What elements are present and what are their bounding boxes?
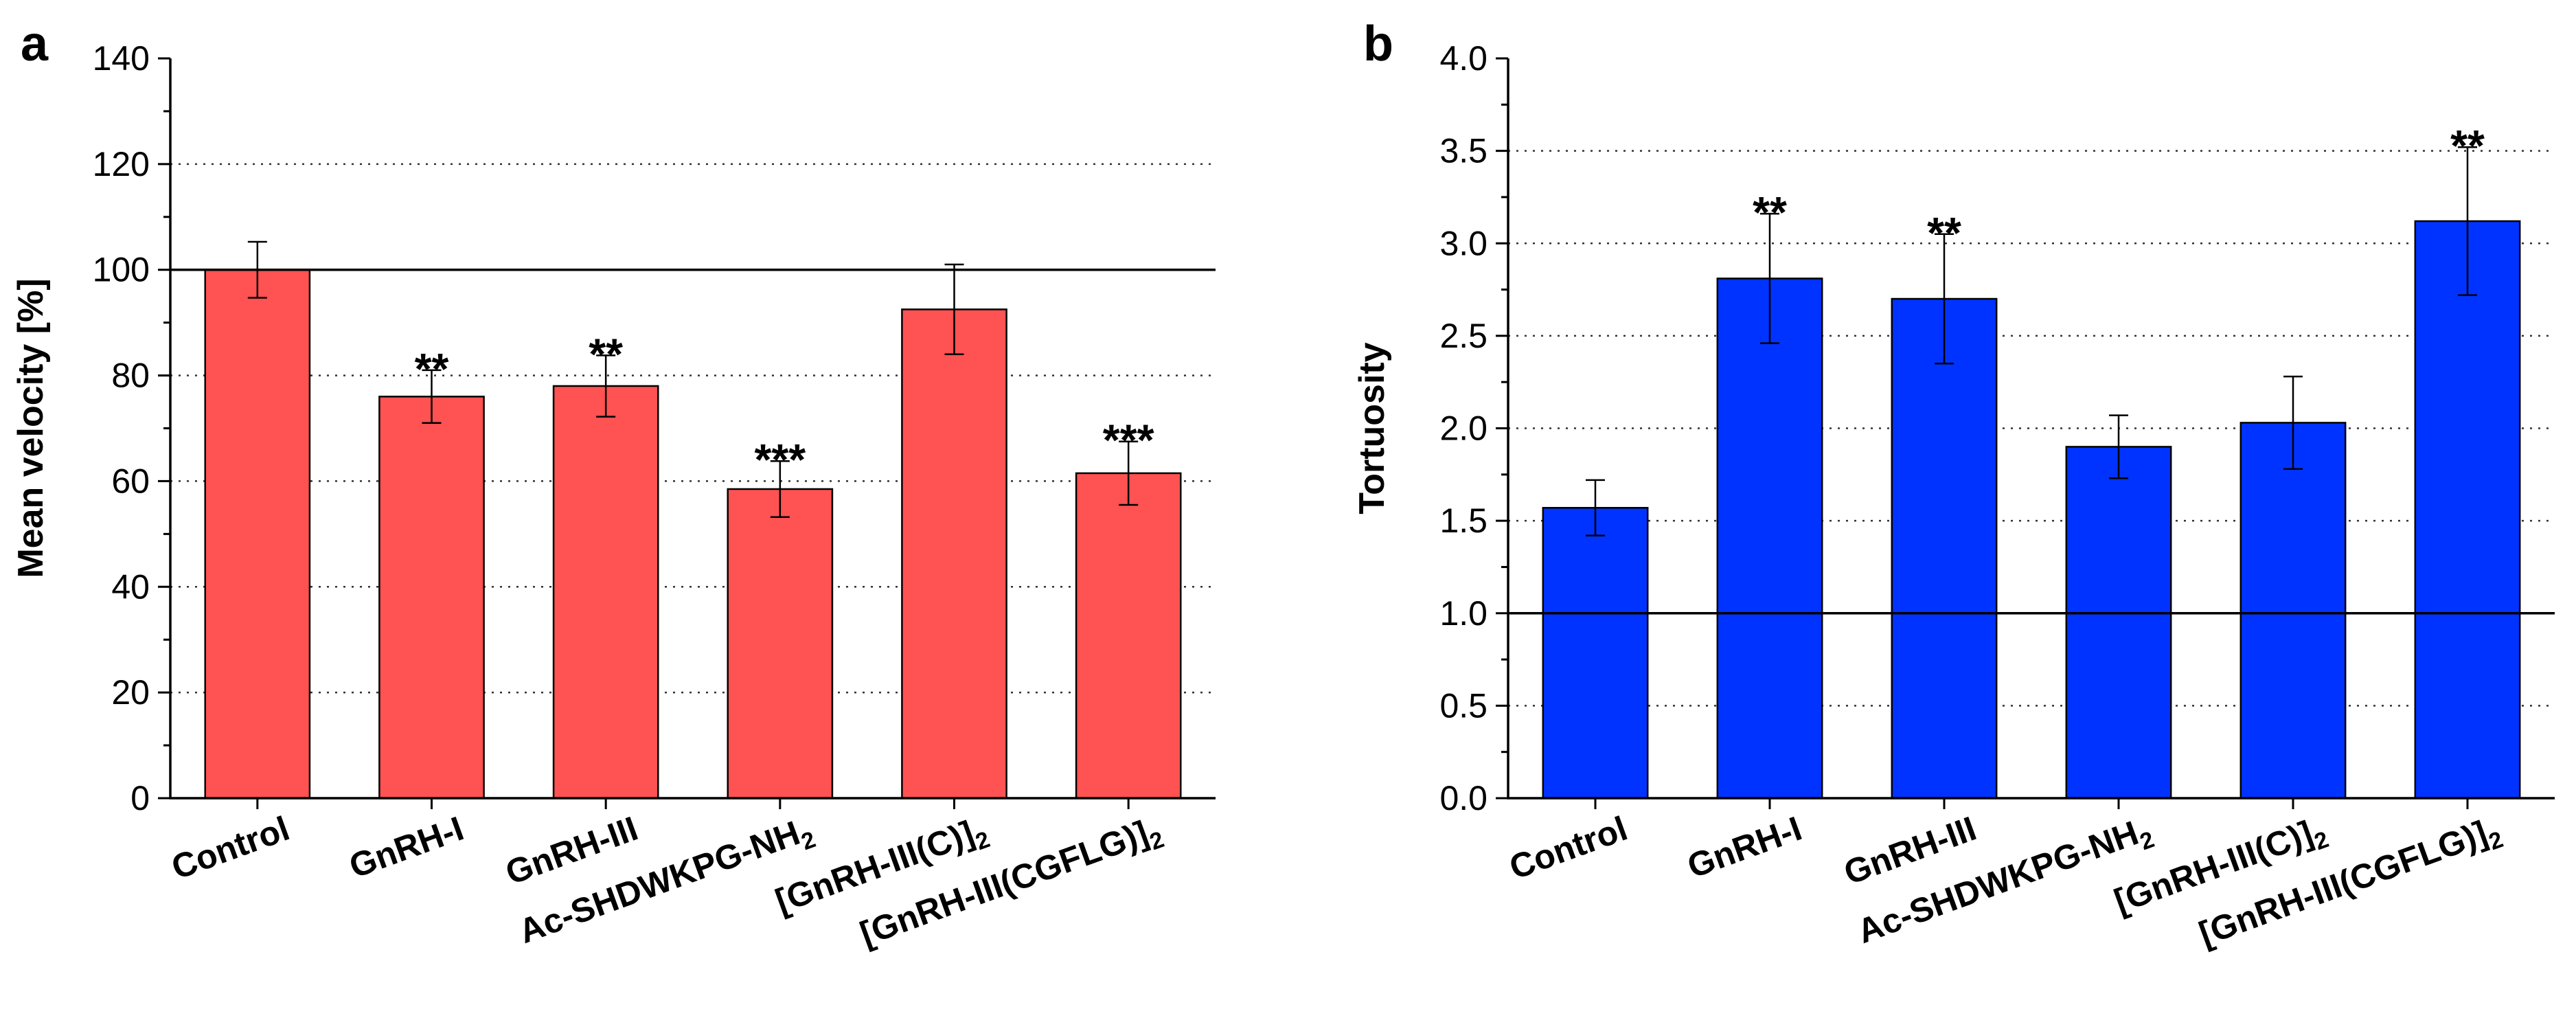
- significance-label: **: [1927, 208, 1961, 258]
- significance-label: ***: [754, 435, 806, 484]
- y-tick-label: 0.0: [1439, 779, 1488, 817]
- bar: [1891, 297, 1998, 800]
- x-tick-label-subscript: 2: [2311, 826, 2332, 855]
- y-tick-label: 4.0: [1439, 39, 1488, 78]
- y-axis-title: Mean velocity [%]: [11, 278, 51, 578]
- x-tick-label: Ac-SHDWKPG-NH2: [514, 809, 819, 957]
- x-tick-label-main: GnRH-I: [344, 809, 468, 886]
- x-tick-label-main: Ac-SHDWKPG-NH: [1852, 813, 2143, 951]
- y-tick-label: 1.5: [1439, 501, 1488, 540]
- x-tick-label-main: [GnRH-III(CGFLG)]: [855, 813, 1153, 953]
- y-tick-label: 2.5: [1439, 317, 1488, 355]
- y-tick-label: 1.0: [1439, 594, 1488, 633]
- significance-label: **: [415, 344, 449, 394]
- x-tick-label-subscript: 2: [798, 826, 819, 855]
- x-tick-label: GnRH-I: [344, 809, 468, 886]
- x-tick-label-main: GnRH-I: [1683, 809, 1807, 886]
- panel-b: b ** ** ** 0.0 0.5 1.0 1.5 2.0 2.5 3.0 3.5 4.0 Contr…: [1352, 16, 2555, 960]
- x-tick-label-main: [GnRH-III(CGFLG)]: [2194, 813, 2492, 953]
- bar: [1075, 472, 1182, 800]
- x-tick-label: GnRH-I: [1683, 809, 1807, 886]
- significance-label: ***: [1103, 416, 1154, 465]
- panel-letter-b: b: [1363, 16, 1393, 71]
- x-tick-label-subscript: 2: [2136, 826, 2158, 855]
- y-tick-label: 120: [93, 145, 150, 183]
- bar: [378, 396, 485, 800]
- x-tick-label: Control: [1505, 809, 1632, 887]
- x-tick-label-main: Control: [166, 809, 294, 887]
- bar: [1716, 278, 1823, 800]
- x-tick-label-main: Control: [1505, 809, 1632, 887]
- x-tick-label-subscript: 2: [1146, 826, 1167, 855]
- bar: [204, 269, 311, 800]
- x-tick-label: [GnRH-III(CGFLG)]2: [855, 809, 1167, 960]
- x-tick-label-subscript: 2: [2485, 826, 2507, 855]
- bar: [727, 488, 834, 800]
- y-tick-label: 40: [111, 567, 150, 606]
- x-tick-label: [GnRH-III(CGFLG)]2: [2194, 809, 2507, 960]
- y-tick-label: 0: [130, 779, 150, 817]
- bar: [2239, 422, 2347, 800]
- x-tick-label-main: Ac-SHDWKPG-NH: [514, 813, 805, 951]
- y-axis-title: Tortuosity: [1352, 342, 1392, 514]
- y-tick-label: 2.0: [1439, 409, 1488, 448]
- x-tick-label: Control: [166, 809, 294, 887]
- bar: [1542, 507, 1649, 800]
- significance-label: **: [1753, 188, 1787, 237]
- y-tick-label: 100: [93, 251, 150, 289]
- x-tick-label-subscript: 2: [972, 826, 994, 855]
- y-tick-label: 3.0: [1439, 224, 1488, 262]
- y-tick-label: 20: [111, 673, 150, 712]
- bar: [901, 308, 1007, 800]
- bar: [2065, 446, 2172, 800]
- bar: [552, 385, 659, 800]
- y-tick-label: 0.5: [1439, 686, 1488, 725]
- y-tick-label: 140: [93, 39, 150, 78]
- x-tick-label: Ac-SHDWKPG-NH2: [1852, 809, 2158, 957]
- y-tick-label: 3.5: [1439, 132, 1488, 170]
- y-tick-label: 80: [111, 357, 150, 395]
- significance-label: **: [2450, 121, 2485, 170]
- bar: [2414, 220, 2521, 800]
- y-tick-label: 60: [111, 462, 150, 500]
- panel-letter-a: a: [21, 16, 49, 71]
- significance-label: **: [589, 329, 623, 378]
